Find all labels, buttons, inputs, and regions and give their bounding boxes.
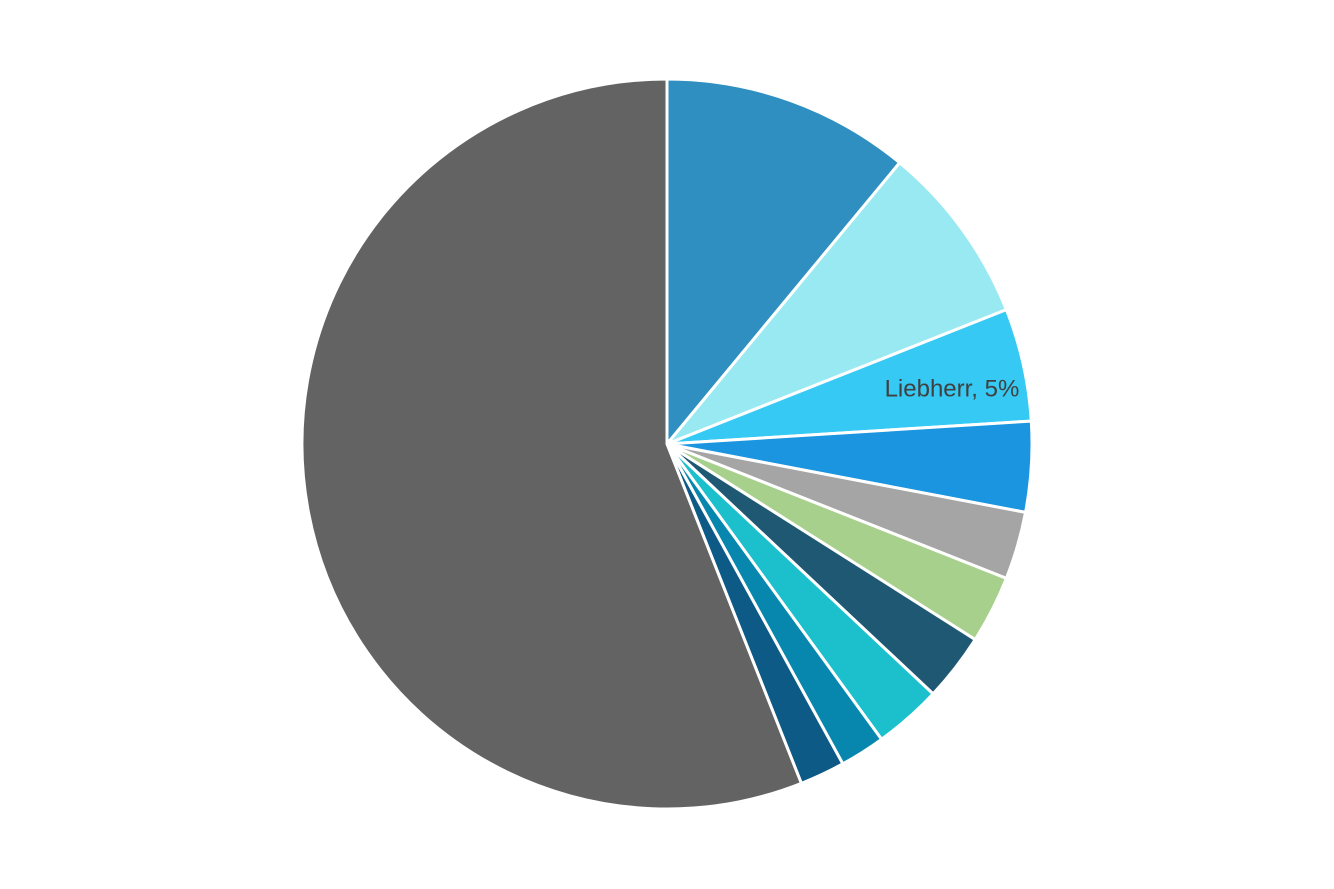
data-label: Liebherr, 5%: [885, 376, 1020, 403]
pie-slice: [665, 160, 1009, 446]
pie-slice: [300, 77, 804, 811]
pie-slice: [665, 77, 902, 449]
